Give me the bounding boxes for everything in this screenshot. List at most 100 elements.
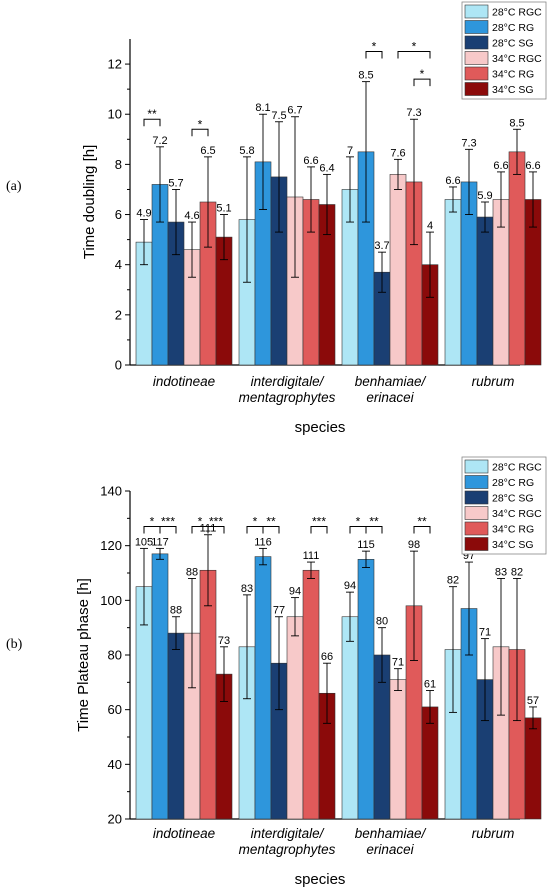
significance-mark: ** (147, 107, 157, 121)
significance-bracket (207, 526, 225, 534)
significance-bracket (365, 51, 383, 59)
y-axis-title: Time doubling [h] (81, 145, 98, 260)
x-category-label: rubrum (472, 374, 515, 389)
x-category-label: interdigitale/ (251, 826, 325, 841)
data-label: 83 (241, 583, 253, 595)
data-label: 71 (479, 627, 491, 639)
data-label: 4.6 (184, 210, 199, 222)
significance-mark: ** (266, 515, 276, 529)
data-label: 6.6 (525, 160, 540, 172)
x-category-label: rubrum (472, 826, 515, 841)
data-label: 71 (392, 657, 404, 669)
legend-swatch (464, 66, 489, 81)
data-label: 82 (447, 575, 459, 587)
bar (302, 569, 320, 820)
y-axis-title: Time Plateau phase [h] (75, 578, 92, 732)
x-category-label: erinacei (366, 390, 414, 405)
legend-label: 28°C RG (492, 22, 534, 34)
significance-mark: *** (312, 515, 326, 529)
data-label: 8.1 (255, 102, 270, 114)
y-tick-label: 120 (100, 538, 122, 553)
data-label: 7.3 (461, 137, 476, 149)
y-tick-label: 12 (108, 57, 122, 72)
legend-label: 28°C SG (492, 493, 534, 505)
bar (151, 553, 169, 820)
data-label: 111 (303, 550, 320, 562)
y-tick-label: 140 (100, 484, 122, 499)
bar (357, 559, 375, 820)
data-label: 7.6 (390, 147, 405, 159)
legend-swatch (464, 82, 489, 96)
legend-label: 28°C SG (492, 38, 534, 50)
data-label: 7.3 (406, 107, 421, 119)
bar (444, 199, 462, 366)
significance-bracket (397, 51, 431, 59)
x-category-label: mentagrophytes (239, 842, 336, 857)
legend-swatch (464, 459, 489, 474)
data-label: 88 (186, 566, 198, 578)
data-label: 5.7 (168, 177, 183, 189)
data-label: 73 (218, 635, 230, 647)
y-tick-label: 2 (115, 307, 122, 322)
significance-mark: * (420, 67, 425, 81)
bar (199, 569, 217, 820)
data-label: 8.5 (358, 70, 373, 82)
significance-bracket (413, 526, 431, 534)
bar (476, 216, 494, 366)
data-label: 5.8 (239, 145, 254, 157)
significance-mark: ** (369, 515, 379, 529)
legend-swatch (464, 537, 489, 551)
data-label: 4 (427, 220, 433, 232)
data-label: 4.9 (136, 208, 151, 220)
legend-swatch (464, 521, 489, 536)
significance-bracket (310, 526, 328, 534)
panel-b-label: (b) (6, 637, 23, 652)
data-label: 6.6 (493, 160, 508, 172)
significance-bracket (365, 526, 383, 534)
data-label: 7.5 (271, 110, 286, 122)
data-label: 61 (424, 679, 436, 691)
significance-mark: * (372, 40, 377, 54)
legend-swatch (464, 20, 489, 34)
significance-bracket (191, 128, 209, 137)
data-label: 6.5 (200, 145, 215, 157)
x-category-label: interdigitale/ (251, 374, 325, 389)
legend-label: 34°C RG (492, 524, 534, 536)
x-category-label: benhamiae/ (355, 826, 427, 841)
y-tick-label: 80 (108, 648, 122, 663)
data-label: 94 (289, 586, 301, 598)
x-axis-title: species (295, 419, 346, 436)
legend-swatch (464, 506, 489, 520)
data-label: 77 (273, 605, 285, 617)
data-label: 6.7 (287, 105, 302, 117)
x-category-label: benhamiae/ (355, 374, 427, 389)
x-axis-title: species (295, 871, 346, 888)
bar (254, 556, 272, 820)
y-tick-label: 60 (108, 702, 122, 717)
significance-mark: *** (209, 515, 223, 529)
data-label: 6.6 (303, 155, 318, 167)
bar (286, 616, 304, 820)
data-label: 6.4 (319, 162, 334, 174)
legend-label: 28°C RG (492, 477, 534, 489)
significance-bracket (413, 78, 431, 87)
data-label: 5.9 (477, 190, 492, 202)
y-tick-label: 20 (108, 812, 122, 827)
legend-label: 34°C RGC (492, 53, 542, 65)
significance-mark: * (198, 515, 203, 529)
data-label: 5.1 (216, 203, 231, 215)
legend-swatch (464, 490, 489, 505)
legend-swatch (464, 51, 489, 65)
legend-label: 34°C RGC (492, 508, 542, 520)
data-label: 117 (151, 536, 169, 548)
panel-a-label: (a) (6, 179, 22, 194)
data-label: 3.7 (374, 240, 389, 252)
data-label: 6.6 (445, 175, 460, 187)
significance-mark: ** (417, 515, 427, 529)
significance-bracket (159, 526, 177, 534)
legend-label: 28°C RGC (492, 7, 542, 19)
y-tick-label: 10 (108, 107, 122, 122)
y-tick-label: 40 (108, 757, 122, 772)
bar (167, 632, 185, 820)
